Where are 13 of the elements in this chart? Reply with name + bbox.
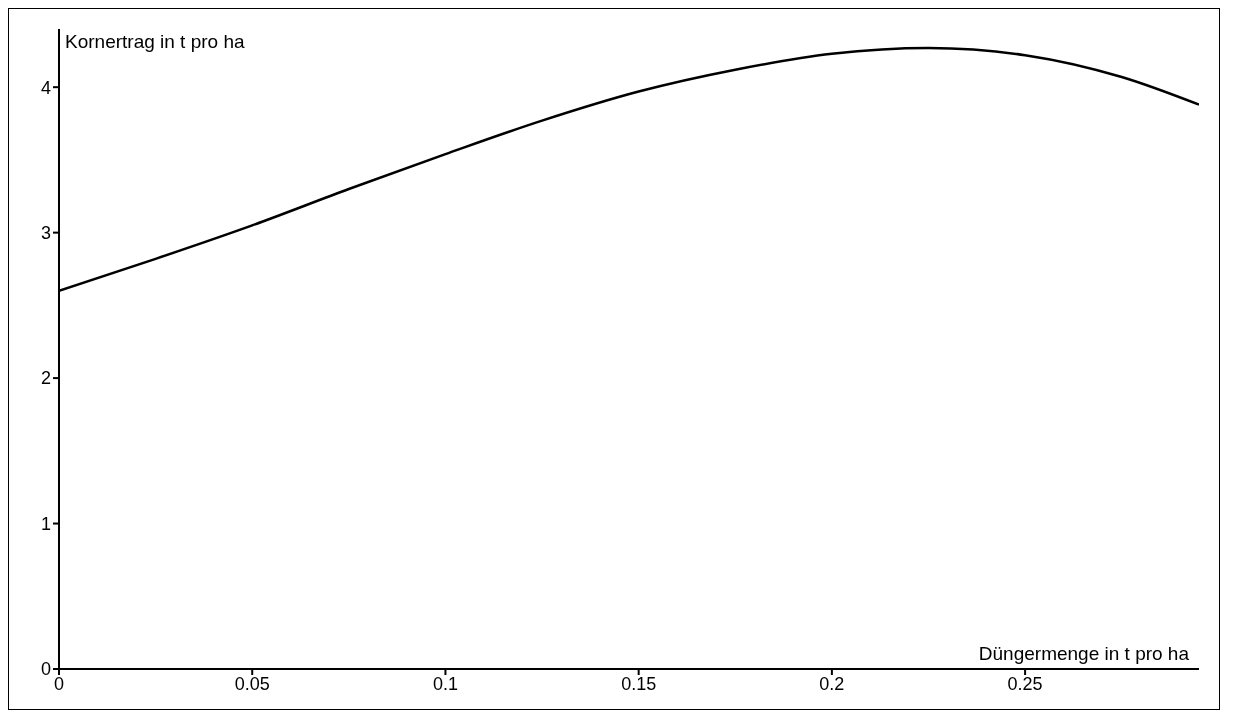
x-axis-title: Düngermenge in t pro ha [978,643,1189,665]
x-tick-label: 0.15 [621,673,657,694]
y-axis-title: Kornertrag in t pro ha [65,31,245,53]
x-tick-label: 0.25 [1007,673,1043,694]
x-tick-label: 0 [53,673,65,694]
y-tick-label: 0 [40,659,51,680]
x-tick-label: 0.2 [819,673,845,694]
x-tick-label: 0.05 [234,673,270,694]
y-tick-label: 2 [40,368,51,389]
y-tick-label: 4 [40,77,51,98]
y-tick-label: 3 [40,223,51,244]
x-tick-label: 0.1 [432,673,458,694]
y-tick-label: 1 [40,513,51,534]
